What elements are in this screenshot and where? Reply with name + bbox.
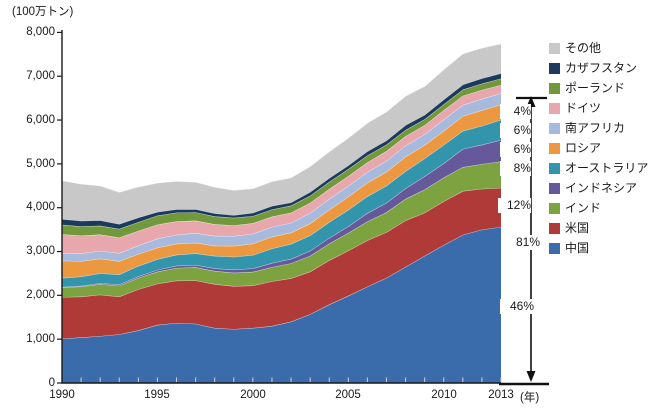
legend-item-south-africa: 南アフリカ [549,118,625,138]
y-tick-label: 4,000 [26,201,55,213]
legend-swatch-russia [549,142,560,154]
legend-item-russia: ロシア [549,138,601,158]
legend-swatch-others [549,42,560,54]
x-axis-year-suffix: (年) [520,392,540,404]
legend-item-kazakhstan: カザフスタン [549,58,637,78]
y-tick-label: 8,000 [26,26,55,38]
share-label-australia: 6% [500,123,531,138]
share-label-usa: 12% [498,198,531,213]
legend-swatch-australia [549,162,560,174]
x-tick-label: 1990 [49,389,75,401]
legend-item-china: 中国 [549,238,589,258]
legend-swatch-germany [549,102,560,114]
x-tick-label: 2013 [488,389,514,401]
legend-item-others: その他 [549,38,601,58]
legend-item-india: インド [549,198,601,218]
legend-swatch-india [549,202,560,214]
x-tick-label: 1995 [144,389,170,401]
legend-swatch-poland [549,82,560,94]
legend-item-indonesia: インドネシア [549,178,637,198]
y-tick-label: 7,000 [26,70,55,82]
share-label-top6-total: 81% [502,235,540,250]
y-tick-label: 5,000 [26,158,55,170]
y-tick-label: 1,000 [26,333,55,345]
legend-swatch-indonesia [549,182,560,194]
share-label-india: 8% [500,161,531,176]
legend-swatch-south-africa [549,122,560,134]
share-label-china: 46% [500,299,534,314]
legend-swatch-china [549,242,560,254]
y-axis-unit-label: (100万トン) [12,6,74,18]
x-tick-label: 2005 [335,389,361,401]
y-tick-label: 3,000 [26,245,55,257]
legend-swatch-usa [549,222,560,234]
share-label-russia: 4% [500,104,531,119]
legend-item-poland: ポーランド [549,78,625,98]
legend-item-usa: 米国 [549,218,589,238]
share-label-indonesia: 6% [500,142,531,157]
legend-swatch-kazakhstan [549,62,560,74]
legend-item-australia: オーストラリア [549,158,648,178]
y-tick-label: 0 [48,377,55,389]
y-tick-label: 6,000 [26,114,55,126]
legend-item-germany: ドイツ [549,98,601,118]
y-tick-label: 2,000 [26,289,55,301]
x-tick-label: 2000 [240,389,266,401]
x-tick-label: 2010 [431,389,457,401]
